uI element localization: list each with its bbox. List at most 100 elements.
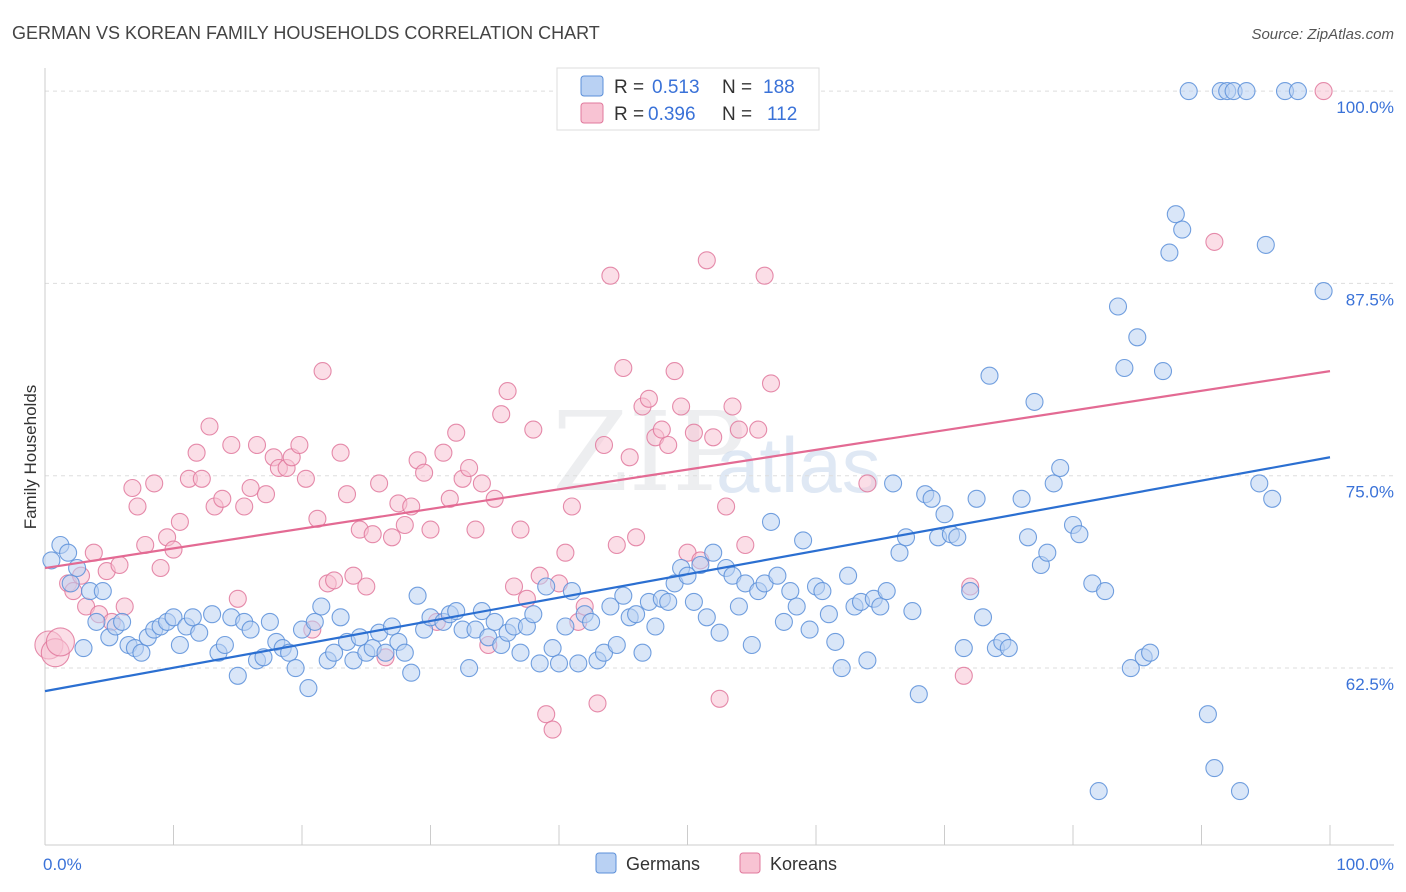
germans-point-78 xyxy=(556,617,575,636)
koreans-point-20 xyxy=(170,512,189,531)
koreans-point-114 xyxy=(858,474,877,493)
y-tick-label-2: 87.5% xyxy=(1346,290,1394,309)
koreans-point-108 xyxy=(755,266,774,285)
germans-point-107 xyxy=(742,635,761,655)
koreans-point-106 xyxy=(736,535,755,555)
koreans-point-16 xyxy=(145,474,164,493)
germans-point-94 xyxy=(659,592,678,611)
legend-r-value-koreans: 0.396 xyxy=(648,104,696,125)
koreans-point-24 xyxy=(200,417,219,436)
koreans-point-12 xyxy=(115,597,134,616)
chart-source: Source: ZipAtlas.com xyxy=(1251,26,1394,43)
koreans-point-94 xyxy=(659,435,678,455)
germans-point-132 xyxy=(903,602,922,621)
koreans-point-112 xyxy=(1205,232,1224,251)
germans-point-119 xyxy=(819,605,838,624)
koreans-point-88 xyxy=(620,448,639,467)
koreans-point-45 xyxy=(337,485,357,504)
koreans-point-71 xyxy=(504,577,524,596)
series-koreans-points xyxy=(34,82,1333,739)
koreans-point-101 xyxy=(704,428,723,447)
koreans-point-48 xyxy=(357,577,376,596)
germans-point-183 xyxy=(1314,282,1333,301)
germans-point-24 xyxy=(203,605,222,624)
germans-point-171 xyxy=(1198,705,1217,724)
germans-point-142 xyxy=(967,489,986,508)
germans-point-101 xyxy=(704,543,723,562)
germans-point-162 xyxy=(1121,659,1140,678)
koreans-point-83 xyxy=(588,694,607,713)
germans-point-3 xyxy=(61,574,80,593)
koreans-point-11 xyxy=(110,555,129,575)
germans-point-55 xyxy=(402,663,421,682)
germans-point-177 xyxy=(1237,82,1256,101)
germans-point-127 xyxy=(871,597,890,616)
germans-point-166 xyxy=(1153,362,1173,381)
germans-point-131 xyxy=(896,528,916,547)
germans-point-73 xyxy=(524,605,543,624)
germans-point-14 xyxy=(132,643,151,662)
germans-point-40 xyxy=(305,612,324,631)
koreans-point-109 xyxy=(761,374,781,393)
germans-point-39 xyxy=(299,679,318,698)
legend-r-label-germans: R = xyxy=(614,77,644,98)
germans-point-133 xyxy=(909,685,928,704)
germans-point-161 xyxy=(1115,358,1134,378)
germans-point-33 xyxy=(260,612,279,631)
koreans-point-79 xyxy=(556,543,575,562)
koreans-point-62 xyxy=(447,423,466,442)
bottom-legend-swatch-germans xyxy=(595,852,617,874)
germans-point-114 xyxy=(787,597,806,616)
germans-point-156 xyxy=(1070,525,1089,544)
germans-point-170 xyxy=(1179,82,1198,101)
germans-point-2 xyxy=(59,543,78,562)
koreans-point-52 xyxy=(382,528,402,547)
koreans-point-86 xyxy=(607,535,626,555)
koreans-point-104 xyxy=(723,397,742,416)
koreans-point-2 xyxy=(45,627,75,657)
koreans-point-96 xyxy=(672,397,691,416)
germans-point-179 xyxy=(1256,235,1275,254)
koreans-point-28 xyxy=(228,589,247,608)
x-axis-ticks xyxy=(44,825,1331,845)
germans-point-51 xyxy=(376,643,395,662)
germans-point-176 xyxy=(1230,782,1250,801)
germans-point-80 xyxy=(569,654,588,673)
germans-point-144 xyxy=(980,366,999,385)
koreans-point-31 xyxy=(247,435,267,455)
germans-point-129 xyxy=(884,474,903,493)
germans-point-41 xyxy=(312,597,331,616)
koreans-point-105 xyxy=(729,420,748,439)
legend-n-label-koreans: N = xyxy=(722,104,752,125)
trend-line-koreans xyxy=(44,370,1331,570)
y-tick-label-1: 75.0% xyxy=(1346,483,1394,502)
germans-point-182 xyxy=(1288,82,1307,101)
germans-point-169 xyxy=(1173,220,1192,239)
germans-point-98 xyxy=(684,592,703,611)
germans-point-30 xyxy=(241,620,260,639)
koreans-point-77 xyxy=(543,720,562,739)
germans-point-165 xyxy=(1141,643,1160,662)
koreans-point-70 xyxy=(498,382,517,401)
y-tick-label-3: 100.0% xyxy=(1336,98,1394,117)
koreans-point-37 xyxy=(290,435,309,455)
germans-point-8 xyxy=(93,582,112,601)
germans-point-90 xyxy=(633,643,652,662)
germans-point-92 xyxy=(646,617,665,636)
trend-line-germans xyxy=(44,456,1331,693)
germans-point-147 xyxy=(999,639,1018,658)
germans-point-140 xyxy=(954,639,973,658)
germans-point-112 xyxy=(774,612,793,631)
germans-point-125 xyxy=(858,651,877,670)
gridlines xyxy=(45,90,1394,669)
germans-point-143 xyxy=(973,608,993,627)
koreans-point-57 xyxy=(415,463,434,482)
germans-point-154 xyxy=(1051,458,1070,478)
legend-n-value-koreans: 112 xyxy=(767,104,797,125)
germans-point-37 xyxy=(286,659,305,678)
germans-point-158 xyxy=(1089,782,1108,801)
germans-point-130 xyxy=(890,543,909,562)
koreans-point-23 xyxy=(192,469,211,488)
chart-title: GERMAN VS KOREAN FAMILY HOUSEHOLDS CORRE… xyxy=(12,23,600,43)
